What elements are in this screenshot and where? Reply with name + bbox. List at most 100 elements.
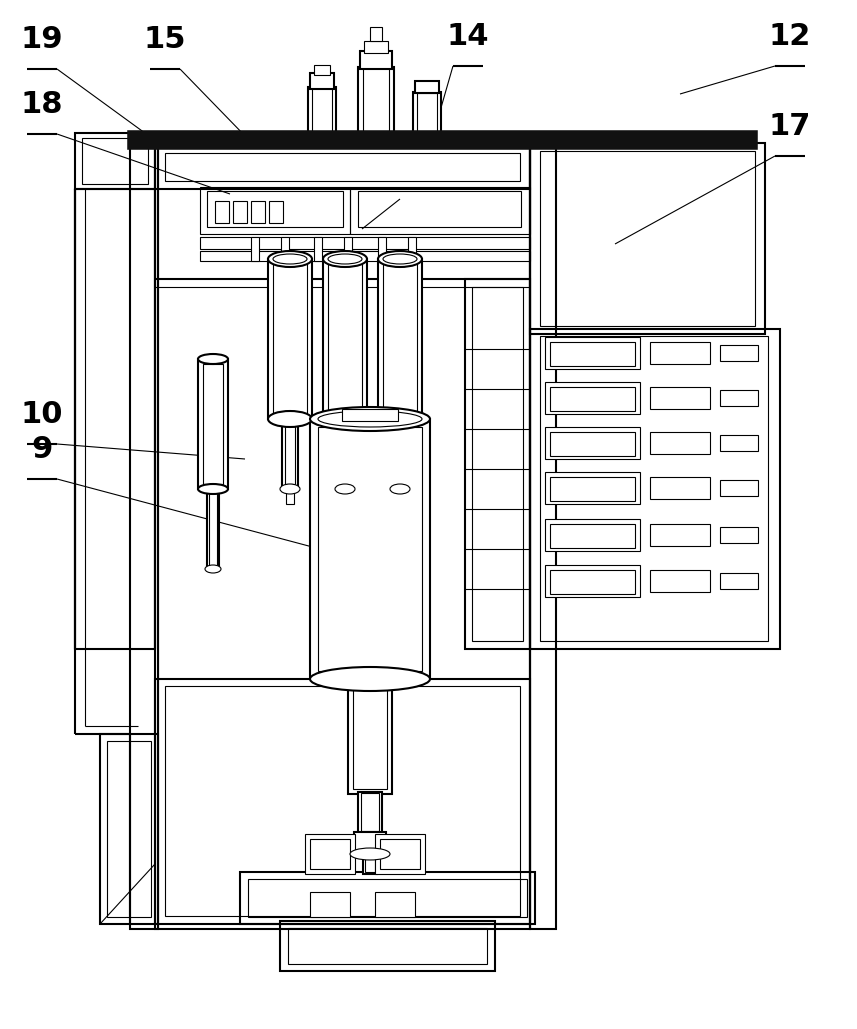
Bar [545,565,640,597]
Bar [337,419,353,489]
Bar [545,338,640,369]
Bar [200,237,530,249]
Bar [550,477,635,501]
Bar [207,191,343,227]
Bar [363,852,377,874]
Text: 17: 17 [769,112,812,141]
Bar [281,237,289,261]
Bar [165,153,520,181]
Bar [358,67,394,147]
Bar [75,189,155,649]
Ellipse shape [198,354,228,364]
Bar [465,279,530,649]
Bar [286,489,294,504]
Bar [360,51,392,69]
Bar [550,342,635,366]
Bar [251,237,259,261]
Bar [550,570,635,594]
Bar [378,259,422,419]
Bar [720,480,758,496]
Bar [207,487,219,569]
Bar [650,477,710,499]
Bar [365,854,375,872]
Bar [203,364,223,484]
Bar [348,676,392,794]
Bar [545,519,640,551]
Ellipse shape [378,251,422,267]
Bar [165,686,520,916]
Bar [107,741,151,917]
Ellipse shape [205,565,221,573]
Bar [720,573,758,589]
Bar [720,527,758,543]
Bar [417,93,437,143]
Bar [314,65,330,75]
Bar [200,187,350,234]
Bar [530,329,780,649]
Bar [312,87,332,143]
Bar [540,336,768,641]
Bar [375,892,415,917]
Bar [341,489,349,504]
Bar [650,342,710,364]
Text: 18: 18 [21,90,63,119]
Bar [314,237,322,261]
Text: 10: 10 [21,400,63,429]
Bar [310,839,350,870]
Bar [233,201,247,223]
Bar [75,133,155,189]
Bar [550,432,635,456]
Bar [650,570,710,592]
Ellipse shape [268,411,312,427]
Text: 12: 12 [769,22,812,51]
Bar [720,390,758,406]
Ellipse shape [280,484,300,494]
Bar [198,359,228,489]
Bar [130,133,755,147]
Text: 9: 9 [32,435,52,464]
Bar [363,68,389,142]
Bar [273,263,307,415]
Bar [308,87,336,147]
Bar [550,524,635,548]
Bar [650,524,710,546]
Bar [650,432,710,454]
Bar [328,263,362,415]
Bar [282,419,298,489]
Bar [344,237,352,261]
Bar [269,201,283,223]
Bar [361,793,379,831]
Bar [342,409,398,421]
Bar [530,143,765,334]
Bar [310,419,430,679]
Bar [383,263,417,415]
Bar [720,435,758,451]
Ellipse shape [323,411,367,427]
Bar [364,41,388,54]
Bar [350,187,530,234]
Bar [545,472,640,504]
Bar [395,424,405,484]
Bar [550,387,635,411]
Bar [155,679,530,924]
Bar [408,237,416,261]
Ellipse shape [328,254,362,264]
Bar [354,832,386,854]
Bar [378,237,386,261]
Bar [100,734,158,924]
Bar [392,419,408,489]
Bar [305,833,355,874]
Ellipse shape [273,254,307,264]
Ellipse shape [310,667,430,691]
Bar [200,251,530,261]
Bar [340,424,350,484]
Ellipse shape [378,411,422,427]
Ellipse shape [335,484,355,494]
Bar [209,490,217,566]
Bar [415,81,439,93]
Text: 19: 19 [21,25,63,54]
Bar [288,928,487,964]
Ellipse shape [198,484,228,494]
Bar [375,833,425,874]
Text: 15: 15 [144,25,186,54]
